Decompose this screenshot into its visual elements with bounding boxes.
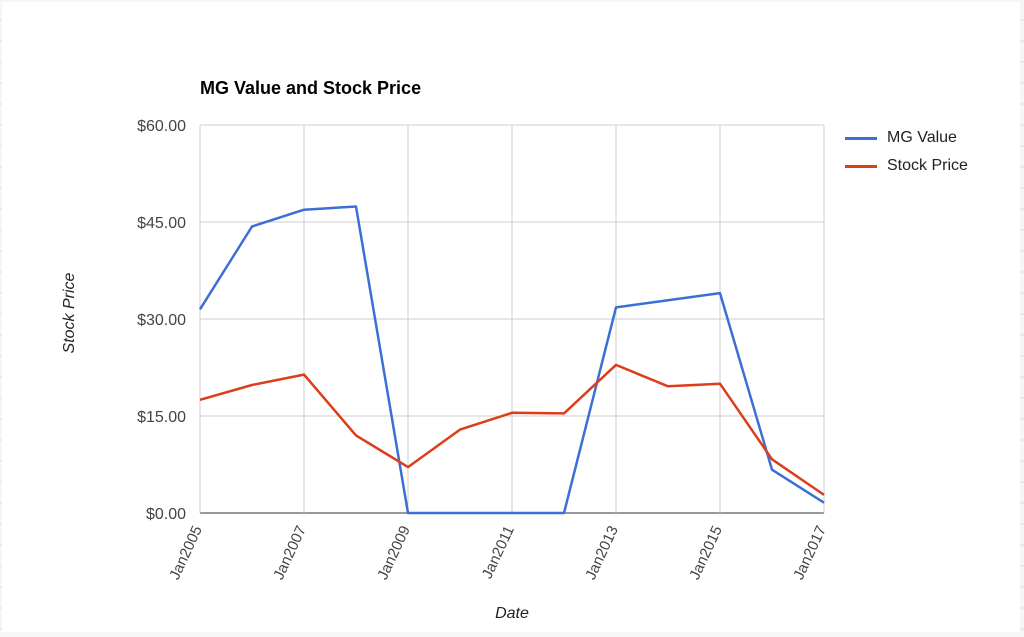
chart-title: MG Value and Stock Price xyxy=(200,78,422,98)
x-tick-label: Jan2011 xyxy=(479,523,518,581)
x-axis-title: Date xyxy=(495,605,529,622)
y-axis-title: Stock Price xyxy=(61,272,78,353)
x-tick-label: Jan2009 xyxy=(374,523,414,582)
legend-item-mg-value: MG Value xyxy=(845,124,968,152)
y-tick-label: $60.00 xyxy=(137,118,186,135)
y-tick-label: $45.00 xyxy=(137,215,186,232)
chart-legend: MG Value Stock Price xyxy=(845,124,968,180)
x-tick-label: Jan2005 xyxy=(166,523,206,582)
y-tick-label: $0.00 xyxy=(146,506,186,523)
x-tick-label: Jan2015 xyxy=(686,523,726,582)
y-tick-label: $30.00 xyxy=(137,312,186,329)
x-tick-label: Jan2013 xyxy=(582,523,622,582)
legend-swatch xyxy=(845,164,877,168)
legend-label: Stock Price xyxy=(887,157,968,174)
x-tick-label: Jan2017 xyxy=(790,523,830,582)
y-tick-label: $15.00 xyxy=(137,409,186,426)
legend-label: MG Value xyxy=(887,129,957,146)
legend-swatch xyxy=(845,136,877,140)
legend-item-stock-price: Stock Price xyxy=(845,152,968,180)
x-tick-label: Jan2007 xyxy=(270,523,310,582)
